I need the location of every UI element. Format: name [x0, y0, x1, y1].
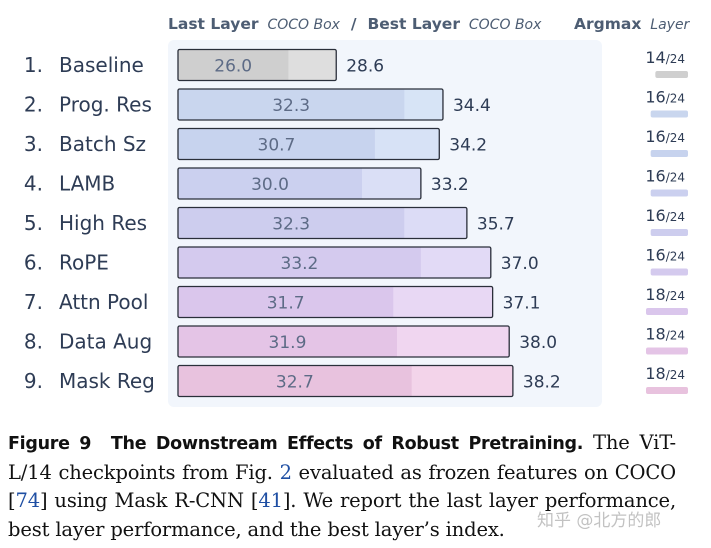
- bar-best-layer-value: 35.7: [477, 215, 515, 235]
- row-label: Baseline: [59, 53, 144, 77]
- argmax-bar: [646, 347, 688, 355]
- bar-last-layer: [178, 89, 405, 120]
- argmax-bar: [650, 110, 688, 118]
- figure-caption: Figure 9 The Downstream Effects of Robus…: [8, 429, 676, 544]
- header-last-layer: Last Layer COCO Box / Best Layer COCO Bo…: [168, 15, 542, 33]
- bar-outline: [177, 127, 440, 161]
- caption-figure-label: Figure 9: [8, 434, 92, 454]
- caption-text-1: The ViT-L/14 checkpoints from Fig.: [8, 431, 676, 484]
- caption-text-3: ] using Mask R-CNN [: [39, 489, 259, 512]
- caption-ref-fig[interactable]: 2: [279, 460, 292, 484]
- watermark-text: 知乎 @北方的郎: [537, 511, 662, 531]
- row-label: Prog. Res: [59, 93, 152, 117]
- bar-last-layer: [178, 128, 375, 160]
- bar-last-layer: [178, 247, 421, 278]
- row-label: Batch Sz: [59, 132, 146, 156]
- bar-last-layer: [178, 365, 412, 397]
- argmax-bar: [650, 229, 688, 236]
- bar-best-layer-value: 34.4: [453, 96, 491, 116]
- bar-last-layer: [178, 207, 405, 239]
- bar-last-layer-value: 30.7: [258, 136, 296, 156]
- argmax-label: 16/24: [645, 127, 685, 146]
- argmax-bar: [650, 189, 688, 197]
- bar-last-layer-value: 31.7: [267, 294, 305, 314]
- bar-best-layer-value: 37.0: [501, 254, 539, 274]
- bar-last-layer: [178, 326, 397, 357]
- bar-last-layer-value: 31.9: [269, 333, 307, 353]
- argmax-label: 18/24: [645, 285, 685, 304]
- bar-outline: [177, 285, 494, 319]
- bar-last-layer-value: 32.3: [272, 96, 310, 116]
- bar-last-layer-value: 32.3: [272, 215, 310, 235]
- caption-text-2: evaluated as frozen features on COCO [: [8, 460, 676, 513]
- chart-rows: 1. Baseline 26.0 28.6 14/24 2. Prog. Res 32.3 34…: [24, 48, 688, 398]
- argmax-label: 18/24: [645, 325, 685, 344]
- caption-title: The Downstream Effects of Robust Pretrai…: [110, 434, 584, 454]
- row-index: 6.: [24, 251, 43, 275]
- argmax-label: 16/24: [645, 88, 685, 107]
- row-index: 8.: [24, 330, 43, 354]
- argmax-label: 16/24: [645, 167, 685, 186]
- row-index: 5.: [24, 211, 43, 235]
- row-index: 3.: [24, 132, 43, 156]
- argmax-label: 18/24: [645, 364, 685, 383]
- argmax-bar: [646, 308, 688, 315]
- row-index: 4.: [24, 172, 43, 196]
- argmax-bar: [646, 387, 688, 394]
- bar-best-layer-value: 37.1: [503, 294, 541, 314]
- bar-last-layer-value: 26.0: [214, 57, 252, 77]
- bar-outline: [177, 88, 444, 121]
- bar-best-layer-value: 28.6: [346, 57, 384, 77]
- bar-last-layer-value: 32.7: [276, 373, 314, 393]
- caption-text-4: ]. We report the last layer performance,…: [8, 489, 676, 541]
- argmax-label: 14/24: [645, 48, 685, 67]
- caption-ref-coco[interactable]: 74: [15, 489, 40, 512]
- argmax-bar: [650, 150, 688, 157]
- bar-best-layer-value: 33.2: [431, 175, 469, 195]
- row-index: 9.: [24, 369, 43, 393]
- argmax-bar: [655, 71, 688, 78]
- bar-last-layer-value: 30.0: [251, 175, 289, 195]
- bar-outline: [177, 246, 492, 279]
- row-label: Mask Reg: [59, 369, 155, 393]
- bar-best-layer-value: 38.2: [523, 373, 561, 393]
- header-argmax-layer: Argmax Layer: [574, 15, 691, 33]
- row-index: 1.: [24, 53, 43, 77]
- bar-last-layer-value: 33.2: [281, 254, 319, 274]
- row-index: 7.: [24, 290, 43, 314]
- bar-outline: [177, 48, 337, 82]
- bar-outline: [177, 364, 514, 398]
- bar-outline: [177, 206, 468, 240]
- row-label: Attn Pool: [59, 290, 148, 314]
- bar-best-layer-value: 38.0: [519, 333, 557, 353]
- bar-best-layer-value: 34.2: [449, 136, 487, 156]
- bar-outline: [177, 167, 422, 200]
- bar-last-layer: [178, 168, 362, 199]
- bar-last-layer: [178, 286, 394, 318]
- caption-ref-mrcnn[interactable]: 41: [258, 489, 283, 512]
- row-label: Data Aug: [59, 330, 152, 354]
- bar-last-layer: [178, 49, 289, 81]
- argmax-label: 16/24: [645, 246, 685, 265]
- row-label: RoPE: [59, 251, 109, 275]
- row-index: 2.: [24, 93, 43, 117]
- argmax-bar: [650, 268, 688, 276]
- row-label: LAMB: [59, 172, 115, 196]
- row-label: High Res: [59, 211, 147, 235]
- argmax-label: 16/24: [645, 206, 685, 225]
- bar-outline: [177, 325, 510, 358]
